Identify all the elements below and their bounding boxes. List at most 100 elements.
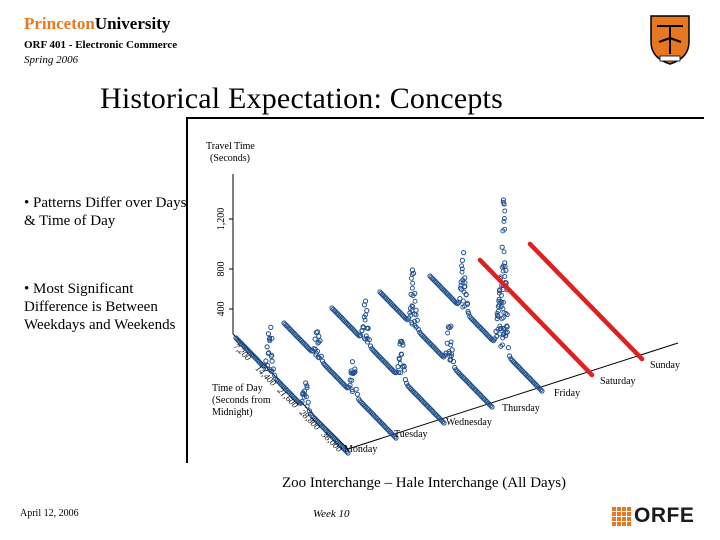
data-point xyxy=(354,391,360,397)
data-point xyxy=(303,394,309,400)
data-point xyxy=(504,312,510,318)
data-point xyxy=(412,318,418,324)
data-point xyxy=(503,333,509,339)
data-point xyxy=(358,332,364,339)
data-point xyxy=(498,326,503,332)
day-label-tuesday: Tuesday xyxy=(394,429,428,440)
data-point xyxy=(304,403,310,409)
data-point xyxy=(400,342,406,348)
data-point xyxy=(301,394,307,400)
data-point xyxy=(501,218,507,224)
day-axis xyxy=(347,342,679,450)
data-point xyxy=(499,264,505,270)
bullet-1: • Patterns Differ over Days & Time of Da… xyxy=(24,195,187,229)
series-friday xyxy=(427,197,545,394)
x-axis-label-line: (Seconds from xyxy=(212,395,271,406)
data-point xyxy=(448,323,454,329)
series-saturday xyxy=(477,257,595,378)
data-point xyxy=(448,353,454,359)
data-point xyxy=(504,324,510,330)
data-point xyxy=(362,317,368,323)
data-point xyxy=(449,347,455,353)
chart-axes xyxy=(232,174,679,450)
data-point xyxy=(459,257,465,263)
data-point xyxy=(459,263,465,269)
day-label-monday: Monday xyxy=(344,444,377,455)
data-point xyxy=(303,380,309,386)
data-point xyxy=(306,408,313,414)
orfe-logo-text: ORFE xyxy=(634,504,695,527)
data-point xyxy=(503,267,509,273)
day-label-thursday: Thursday xyxy=(502,403,540,414)
data-point xyxy=(259,362,265,368)
data-point xyxy=(457,296,463,302)
x-tick-label: 7,200 xyxy=(232,341,254,363)
series-wednesday xyxy=(329,298,447,426)
orfe-logo: ORFE xyxy=(612,504,694,528)
data-point xyxy=(349,377,355,383)
data-point xyxy=(495,308,501,314)
travel-time-chart: Travel Time (Seconds) 4008001,2007,20014… xyxy=(206,141,680,456)
data-point xyxy=(359,328,365,334)
data-point xyxy=(463,291,469,298)
data-point xyxy=(299,399,305,405)
data-point xyxy=(499,292,504,298)
data-point xyxy=(363,298,369,304)
data-point xyxy=(445,330,451,336)
data-point xyxy=(396,356,402,362)
shield-icon xyxy=(650,15,690,65)
data-point xyxy=(349,389,355,395)
data-point xyxy=(502,273,508,279)
data-point xyxy=(304,385,310,391)
data-point xyxy=(501,216,507,221)
data-point xyxy=(503,310,509,316)
data-point xyxy=(347,382,353,388)
footer-date: April 12, 2006 xyxy=(20,508,79,519)
data-point xyxy=(269,352,275,358)
bullet-2: • Most Significant Difference is Between… xyxy=(24,281,176,333)
data-point xyxy=(409,285,415,291)
data-point xyxy=(269,335,275,341)
data-point xyxy=(488,403,494,409)
data-point xyxy=(464,300,470,306)
data-point xyxy=(416,327,422,333)
data-point xyxy=(262,363,268,369)
university-name-part2: University xyxy=(94,14,171,33)
day-label-sunday: Sunday xyxy=(650,360,680,371)
data-point xyxy=(264,344,270,350)
data-point xyxy=(410,280,416,286)
data-point xyxy=(505,345,511,351)
data-point xyxy=(265,331,272,337)
data-point xyxy=(448,339,454,345)
data-point xyxy=(401,364,407,370)
data-point xyxy=(269,358,275,364)
data-point xyxy=(538,387,544,393)
data-point xyxy=(500,199,506,205)
data-point xyxy=(409,321,415,327)
series-thursday xyxy=(377,267,495,410)
data-point xyxy=(539,388,545,394)
series-tuesday xyxy=(281,320,399,441)
data-point xyxy=(441,420,447,426)
data-point xyxy=(500,228,506,234)
data-point xyxy=(349,359,355,365)
data-point xyxy=(412,290,418,296)
data-point xyxy=(459,266,465,272)
day-label-saturday: Saturday xyxy=(600,376,636,387)
z-axis-label-line2: (Seconds) xyxy=(210,153,250,164)
data-point xyxy=(392,434,398,440)
figure-caption: Zoo Interchange – Hale Interchange (All … xyxy=(282,475,567,491)
data-point xyxy=(268,324,274,330)
data-point xyxy=(507,353,513,359)
chart-frame: Travel Time (Seconds) 400 800 1,200 7,200 14… xyxy=(186,117,704,463)
data-point xyxy=(408,275,414,281)
data-point xyxy=(353,386,359,392)
data-point xyxy=(396,370,402,376)
data-point xyxy=(495,313,501,319)
data-point xyxy=(450,358,456,365)
course-title: ORF 401 - Electronic Commerce xyxy=(24,39,178,51)
data-point xyxy=(639,356,645,362)
z-tick-label: 400 xyxy=(216,302,227,317)
data-point xyxy=(270,366,276,372)
data-point xyxy=(460,298,466,304)
